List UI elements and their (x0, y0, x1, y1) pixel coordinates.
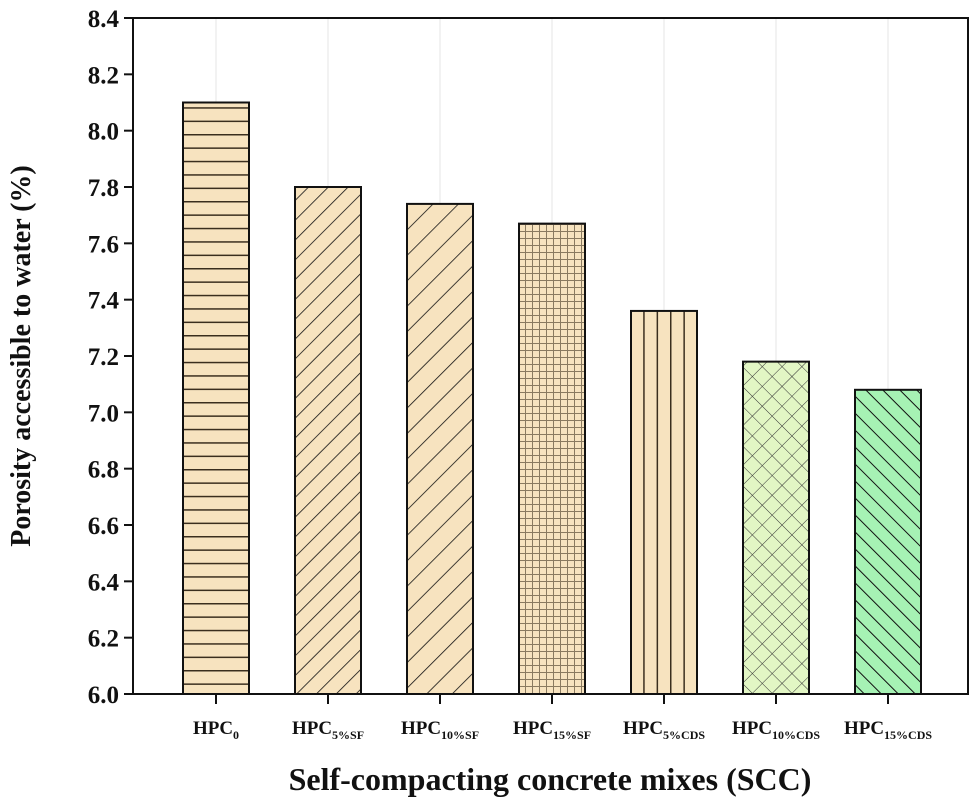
bar (630, 309, 698, 695)
bars (182, 101, 922, 695)
y-axis: 6.0 6.2 6.4 6.6 6.8 7.0 7.2 7.4 7.6 7.8 8.0 8.2 8.4 (88, 6, 133, 709)
bar (742, 360, 810, 695)
x-tick-label-sub: 10%CDS (772, 728, 820, 742)
x-tick-label-sub: 5%SF (332, 728, 364, 742)
y-tick-label: 6.8 (88, 457, 119, 484)
y-tick-label: 7.4 (88, 288, 120, 315)
x-tick-label-base: HPC (844, 718, 884, 739)
x-tick-label-sub: 5%CDS (663, 728, 705, 742)
x-tick-label-sub: 15%CDS (884, 728, 932, 742)
x-tick-label-sub: 0 (233, 728, 239, 742)
y-tick-label: 7.0 (88, 400, 119, 427)
y-tick-label: 6.6 (88, 513, 119, 540)
y-tick-label: 8.0 (88, 119, 119, 146)
x-tick-label-base: HPC (193, 718, 233, 739)
y-tick-label: 8.2 (88, 62, 119, 89)
y-tick-label: 7.2 (88, 344, 119, 371)
x-tick-label: HPC5%CDS (623, 718, 705, 742)
x-tick-label: HPC10%CDS (732, 718, 820, 742)
bar (406, 202, 474, 695)
x-tick-label: HPC15%CDS (844, 718, 932, 742)
x-tick-label-base: HPC (292, 718, 332, 739)
y-axis-label: Porosity accessible to water (%) (6, 165, 37, 547)
y-tick-label: 7.8 (88, 175, 119, 202)
bar (518, 222, 586, 695)
bar (294, 186, 362, 695)
y-tick-label: 6.4 (88, 569, 120, 596)
bar (182, 101, 250, 695)
x-tick-label-sub: 15%SF (553, 728, 591, 742)
y-tick-label: 6.0 (88, 682, 119, 709)
y-tick-label: 8.4 (88, 6, 120, 33)
x-tick-label-base: HPC (623, 718, 663, 739)
y-tick-label: 7.6 (88, 231, 119, 258)
x-tick-label: HPC10%SF (401, 718, 479, 742)
x-tick-label-base: HPC (401, 718, 441, 739)
x-tick-label: HPC0 (193, 718, 239, 742)
x-tick-label-sub: 10%SF (441, 728, 479, 742)
x-tick-label: HPC15%SF (513, 718, 591, 742)
x-tick-label-base: HPC (513, 718, 553, 739)
bar (854, 388, 922, 695)
x-axis-label: Self-compacting concrete mixes (SCC) (289, 761, 812, 797)
y-tick-label: 6.2 (88, 626, 119, 653)
x-axis: HPC0 HPC5%SF HPC10%SF HPC15%SF HPC5%CDS HPC10… (193, 694, 932, 742)
x-tick-label-base: HPC (732, 718, 772, 739)
x-tick-label: HPC5%SF (292, 718, 364, 742)
